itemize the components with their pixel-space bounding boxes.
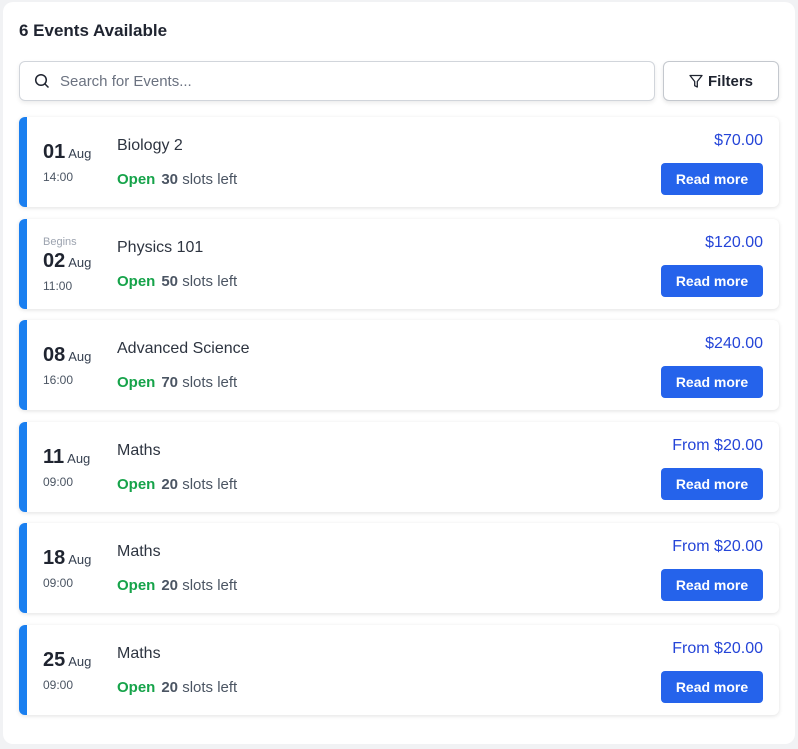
event-time: 14:00 [43,169,74,184]
slots-count: 20 [161,679,179,696]
event-name: Physics 101 [117,239,204,256]
event-name: Advanced Science [117,340,250,357]
slots-label: slots left [182,577,238,594]
event-day: 11 [43,445,65,468]
event-status-row: Open 50 slots left [117,273,237,290]
event-date: Begins 02 Aug 11:00 [43,219,113,309]
status-badge: Open [117,679,156,696]
event-price: $120.00 [705,234,763,251]
search-input[interactable] [60,72,620,90]
read-more-button[interactable]: Read more [661,366,763,398]
event-month: Aug [68,254,92,270]
event-price: $70.00 [714,132,763,149]
event-date: 18 Aug 09:00 [43,523,113,613]
event-time: 11:00 [43,278,73,293]
event-name: Maths [117,645,161,662]
status-badge: Open [117,476,156,493]
status-badge: Open [117,374,156,391]
event-month: Aug [68,653,92,669]
event-day: 01 [43,140,66,163]
event-date: 11 Aug 09:00 [43,422,113,512]
slots-count: 30 [161,171,179,188]
slots-count: 70 [161,374,179,391]
event-price: From $20.00 [672,538,763,555]
status-badge: Open [117,577,156,594]
search-icon [34,73,50,89]
slots-label: slots left [182,273,238,290]
search-box[interactable] [19,61,655,101]
event-name: Maths [117,543,161,560]
event-status-row: Open 20 slots left [117,577,237,594]
event-card: 18 Aug 09:00 Maths Open 20 slots left From… [19,523,779,613]
event-time: 09:00 [43,474,74,489]
event-status-row: Open 20 slots left [117,476,237,493]
event-time: 09:00 [43,677,74,692]
event-status-row: Open 20 slots left [117,679,237,696]
page-title: 6 Events Available [19,21,168,40]
event-day: 25 [43,648,66,671]
status-badge: Open [117,273,156,290]
read-more-button[interactable]: Read more [661,265,763,297]
event-date: 01 Aug 14:00 [43,117,113,207]
slots-count: 20 [161,577,179,594]
event-card: 25 Aug 09:00 Maths Open 20 slots left From… [19,625,779,715]
read-more-button[interactable]: Read more [661,468,763,500]
slots-label: slots left [182,476,238,493]
slots-label: slots left [182,374,238,391]
slots-label: slots left [182,171,238,188]
event-date: 08 Aug 16:00 [43,320,113,410]
filter-icon [689,74,703,88]
status-badge: Open [117,171,156,188]
event-price: From $20.00 [672,640,763,657]
filters-label: Filters [707,72,753,90]
slots-count: 50 [161,273,179,290]
event-day: 18 [43,546,66,569]
event-month: Aug [68,348,92,364]
event-time: 16:00 [43,372,74,387]
event-card: 01 Aug 14:00 Biology 2 Open 30 slots left … [19,117,779,207]
event-month: Aug [68,551,92,567]
event-status-row: Open 70 slots left [117,374,237,391]
filters-button[interactable]: Filters [663,61,779,101]
event-card: Begins 02 Aug 11:00 Physics 101 Open 50 sl… [19,219,779,309]
read-more-button[interactable]: Read more [661,569,763,601]
begins-label: Begins [43,235,77,248]
event-price: $240.00 [705,335,763,352]
event-month: Aug [68,145,92,161]
event-card: 08 Aug 16:00 Advanced Science Open 70 slot… [19,320,779,410]
event-time: 09:00 [43,575,74,590]
event-day: 02 [43,249,66,272]
event-card: 11 Aug 09:00 Maths Open 20 slots left From… [19,422,779,512]
event-name: Maths [117,442,161,459]
read-more-button[interactable]: Read more [661,671,763,703]
event-price: From $20.00 [672,437,763,454]
read-more-button[interactable]: Read more [661,163,763,195]
slots-label: slots left [182,679,238,696]
event-name: Biology 2 [117,137,183,154]
event-date: 25 Aug 09:00 [43,625,113,715]
event-day: 08 [43,343,66,366]
event-status-row: Open 30 slots left [117,171,237,188]
slots-count: 20 [161,476,179,493]
event-month: Aug [67,450,91,466]
